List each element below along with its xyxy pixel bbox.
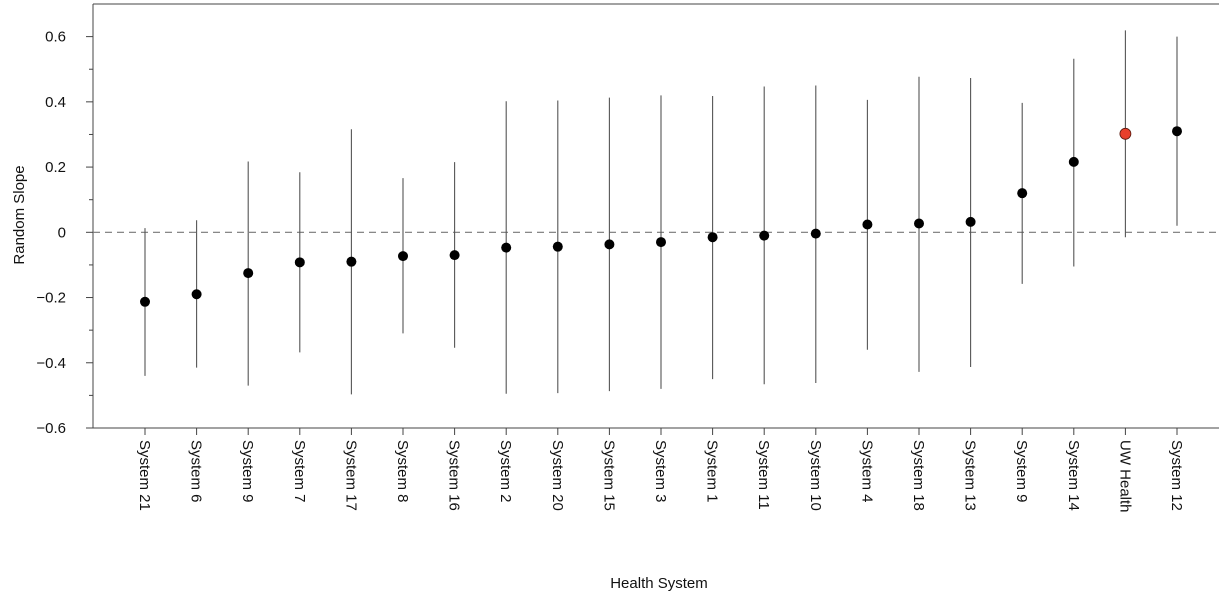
estimate-point (707, 232, 718, 243)
x-tick-label: System 6 (188, 440, 205, 503)
estimate-points (140, 126, 1182, 307)
y-tick-label: 0 (58, 224, 66, 241)
plot-frame (92, 3, 1219, 429)
estimate-point (398, 251, 408, 262)
x-tick-label: System 15 (600, 440, 617, 511)
x-tick-label: System 13 (962, 440, 979, 511)
x-tick-label: System 9 (239, 440, 256, 503)
estimate-point (914, 218, 924, 229)
estimate-point (862, 219, 873, 230)
estimate-point (656, 237, 666, 248)
x-axis: System 21 System 6 System 9 System 7 System … (136, 428, 1185, 513)
estimate-point (1017, 188, 1028, 199)
x-tick-label: UW Health (1116, 440, 1133, 513)
x-tick-label: System 1 (704, 440, 721, 503)
x-tick-label: System 11 (755, 440, 772, 510)
estimate-point (810, 228, 821, 239)
estimate-point (759, 230, 770, 241)
estimate-point (346, 256, 357, 267)
y-tick-label: −0.2 (36, 290, 66, 307)
y-tick-label: −0.4 (36, 355, 66, 372)
x-tick-label: System 7 (291, 440, 308, 503)
x-tick-label: System 16 (446, 440, 463, 511)
estimate-point (191, 289, 202, 300)
estimate-point (501, 242, 512, 253)
x-tick-label: System 10 (807, 440, 824, 511)
x-tick-label: System 2 (497, 440, 514, 503)
x-tick-label: System 18 (910, 440, 927, 511)
estimate-point (243, 268, 254, 279)
x-tick-label: System 17 (342, 440, 359, 511)
confidence-intervals (144, 30, 1178, 395)
x-tick-label: System 14 (1065, 440, 1082, 511)
estimate-point (1172, 126, 1182, 137)
x-tick-label: System 20 (549, 440, 566, 511)
y-tick-label: 0.2 (45, 159, 66, 176)
highlight-point (1119, 127, 1132, 140)
x-tick-label: System 8 (394, 440, 411, 503)
x-tick-label: System 3 (652, 440, 669, 503)
x-tick-label: System 21 (136, 440, 153, 511)
y-tick-label: 0.6 (45, 29, 66, 46)
y-axis: −0.6 −0.4 −0.2 0 0.2 0.4 0.6 (36, 29, 93, 437)
estimate-point (140, 296, 150, 307)
estimate-point (294, 257, 305, 268)
estimate-point (1068, 156, 1079, 167)
y-tick-label: 0.4 (45, 94, 66, 111)
x-tick-label: System 12 (1168, 440, 1185, 511)
x-axis-title: Health System (610, 575, 708, 592)
estimate-point (965, 216, 976, 227)
x-tick-label: System 9 (1013, 440, 1030, 503)
x-tick-label: System 4 (858, 440, 875, 503)
y-axis-title: Random Slope (11, 165, 28, 264)
estimate-point (604, 239, 615, 250)
y-tick-label: −0.6 (36, 420, 66, 437)
estimate-point (449, 250, 460, 261)
estimate-point (552, 241, 563, 252)
